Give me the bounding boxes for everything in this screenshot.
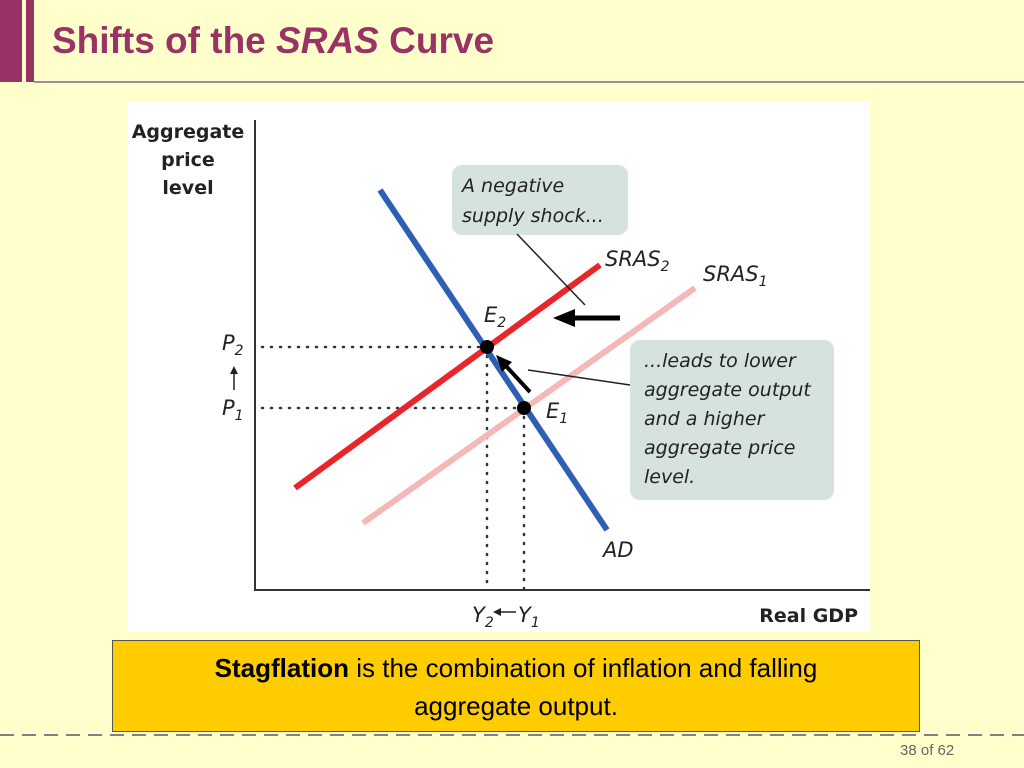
point-e2 <box>480 340 494 354</box>
side-bar <box>0 0 22 82</box>
curve-label: SRAS1 <box>703 262 768 290</box>
callout-pointer <box>516 233 586 306</box>
point-label: E2 <box>484 303 506 331</box>
price-arrowhead <box>230 366 238 374</box>
caption-text: is the combination of inflation and fall… <box>356 653 818 721</box>
callout-text: ...leads to lower <box>644 350 797 372</box>
caption-bold: Stagflation <box>214 653 350 683</box>
sras2-curve <box>293 262 602 491</box>
callout-pointer <box>527 369 631 386</box>
callout-text: level. <box>644 466 695 488</box>
callout-text: aggregate output <box>644 379 812 401</box>
point-e1 <box>517 401 531 415</box>
point-label: E1 <box>546 399 568 427</box>
side-bar-thin <box>26 0 34 82</box>
output-label: Y2 <box>472 603 494 631</box>
y-axis-label: Aggregate <box>132 121 245 143</box>
axes <box>254 120 870 591</box>
shift-arrowhead <box>553 309 575 327</box>
title-italic: SRAS <box>276 20 379 61</box>
curve-label: SRAS2 <box>605 247 670 275</box>
x-axis-label: Real GDP <box>759 605 858 627</box>
curve-label: AD <box>601 538 634 562</box>
price-label: P1 <box>222 396 244 424</box>
callout-text: supply shock... <box>462 205 604 227</box>
callout-box <box>630 340 834 500</box>
page-number: 38 of 62 <box>900 742 955 759</box>
callout-text: A negative <box>460 175 564 197</box>
y-axis-label: price <box>161 149 215 171</box>
callout-text: and a higher <box>644 408 766 430</box>
diagram: Aggregate price level Real GDP A negativ… <box>128 102 870 632</box>
move-arrowhead <box>496 355 512 372</box>
callout-box <box>452 165 628 235</box>
ad-curve <box>377 188 610 532</box>
output-arrowhead <box>493 608 501 616</box>
title-text: Shifts of the <box>52 20 266 61</box>
slide-title: Shifts of the SRAS Curve <box>52 20 494 62</box>
callout-text: aggregate price <box>644 437 795 459</box>
y-axis-label: level <box>162 177 213 199</box>
move-arrow <box>504 364 532 394</box>
guides <box>260 345 526 592</box>
title-text: Curve <box>389 20 495 61</box>
output-label: Y1 <box>518 603 540 631</box>
caption-box: Stagflation is the combination of inflat… <box>112 640 920 732</box>
price-label: P2 <box>222 331 244 359</box>
